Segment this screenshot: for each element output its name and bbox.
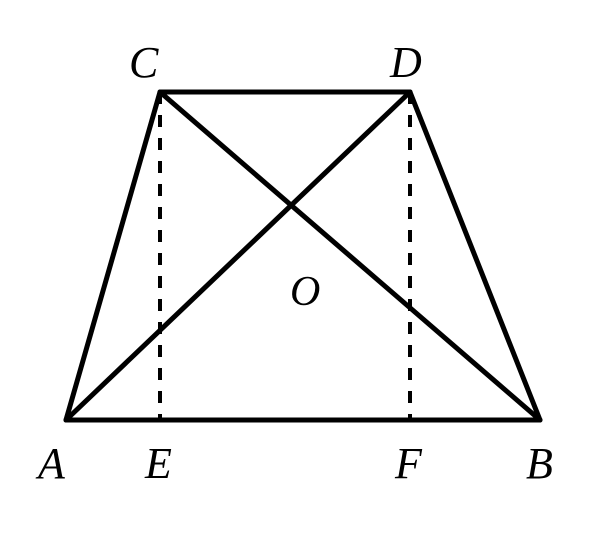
label-E: E (145, 438, 172, 489)
edge-CA (66, 92, 160, 420)
dashed-edges-group (160, 92, 410, 420)
label-O: O (290, 268, 320, 316)
label-D: D (390, 37, 422, 88)
label-F: F (395, 438, 422, 489)
edge-AD (66, 92, 410, 420)
label-C: C (129, 37, 158, 88)
label-A: A (38, 438, 65, 489)
label-B: B (526, 438, 553, 489)
solid-edges-group (66, 92, 540, 420)
edge-BD (410, 92, 540, 420)
edge-BC (160, 92, 540, 420)
